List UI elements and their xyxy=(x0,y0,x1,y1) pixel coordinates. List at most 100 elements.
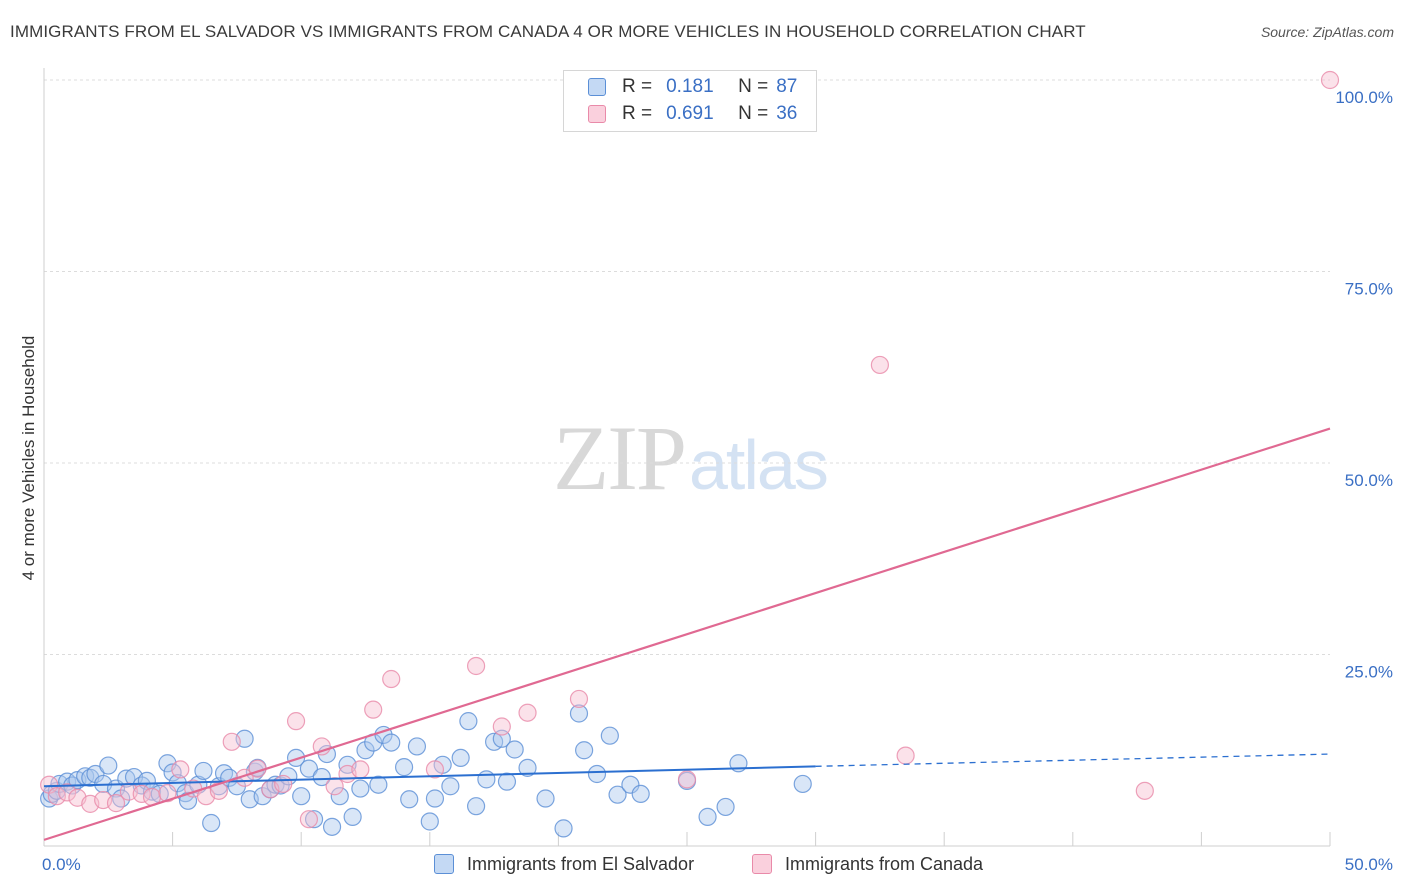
point-el-salvador-71 xyxy=(505,740,524,759)
legend-n-label: N = xyxy=(738,103,769,124)
x-tick-label-0: 0.0% xyxy=(42,855,81,874)
point-canada-26 xyxy=(364,700,383,719)
legend-r-label: R = xyxy=(622,76,653,97)
point-canada-2 xyxy=(58,783,77,802)
legend-n-value: 36 xyxy=(776,103,798,124)
point-canada-29 xyxy=(466,656,486,676)
trend-line-canada xyxy=(43,427,1331,841)
trend-line-el-salvador-extension xyxy=(815,753,1331,767)
point-el-salvador-47 xyxy=(322,817,342,836)
point-el-salvador-48 xyxy=(330,787,349,806)
source-label: Source: ZipAtlas.com xyxy=(1260,24,1394,40)
point-el-salvador-76 xyxy=(575,741,594,760)
point-el-salvador-45 xyxy=(312,767,331,787)
point-el-salvador-74 xyxy=(554,819,573,838)
legend-r-value: 0.181 xyxy=(666,76,714,97)
point-el-salvador-27 xyxy=(202,813,221,833)
point-canada-37 xyxy=(1320,70,1340,90)
bottom-legend-canada: Immigrants from Canada xyxy=(752,851,983,877)
point-canada-28 xyxy=(425,760,445,779)
legend-n-label: N = xyxy=(738,76,769,97)
point-el-salvador-51 xyxy=(351,779,370,798)
y-tick-label-25: 25.0% xyxy=(1345,663,1393,682)
point-el-salvador-54 xyxy=(369,775,388,794)
point-el-salvador-72 xyxy=(518,758,537,777)
point-canada-31 xyxy=(518,703,537,722)
point-el-salvador-70 xyxy=(497,772,517,791)
point-canada-34 xyxy=(870,355,890,375)
point-canada-27 xyxy=(382,669,401,689)
point-el-salvador-67 xyxy=(477,770,496,789)
y-tick-label-100: 100.0% xyxy=(1335,88,1393,107)
legend-r-label: R = xyxy=(622,103,653,124)
point-el-salvador-61 xyxy=(425,789,445,808)
legend-row-el-salvador: R = 0.181 N = 87 xyxy=(588,74,797,100)
point-el-salvador-75 xyxy=(569,704,589,723)
point-canada-21 xyxy=(299,810,319,829)
point-el-salvador-84 xyxy=(716,797,735,817)
trend-line-el-salvador xyxy=(43,765,816,788)
bottom-legend-label-el-salvador: Immigrants from El Salvador xyxy=(467,853,695,874)
point-el-salvador-57 xyxy=(394,758,414,777)
point-canada-23 xyxy=(325,777,344,796)
point-canada-30 xyxy=(492,717,511,736)
point-el-salvador-59 xyxy=(407,737,427,756)
point-el-salvador-80 xyxy=(621,775,640,794)
watermark-atlas: atlas xyxy=(689,426,829,504)
point-canada-33 xyxy=(677,770,697,789)
point-el-salvador-66 xyxy=(466,797,486,816)
point-el-salvador-65 xyxy=(459,712,478,731)
watermark-zip: ZIP xyxy=(553,407,687,509)
point-el-salvador-60 xyxy=(420,812,439,831)
point-el-salvador-58 xyxy=(400,790,419,809)
point-el-salvador-78 xyxy=(600,726,619,745)
point-canada-11 xyxy=(171,760,190,779)
point-canada-10 xyxy=(158,784,177,803)
point-el-salvador-43 xyxy=(299,759,319,778)
point-canada-32 xyxy=(569,689,589,709)
point-el-salvador-50 xyxy=(343,807,362,826)
legend-swatch-pink xyxy=(588,105,606,123)
point-el-salvador-83 xyxy=(698,807,717,826)
legend-swatch-blue xyxy=(588,78,606,96)
point-canada-15 xyxy=(222,732,241,751)
watermark: ZIPatlas xyxy=(553,405,829,511)
x-tick-label-50: 50.0% xyxy=(1345,855,1393,874)
point-el-salvador-77 xyxy=(587,764,607,784)
y-axis-label: 4 or more Vehicles in Household xyxy=(19,335,38,581)
legend-n-value: 87 xyxy=(776,76,798,97)
bottom-legend-label-canada: Immigrants from Canada xyxy=(785,853,984,874)
point-el-salvador-44 xyxy=(304,810,324,829)
point-canada-19 xyxy=(274,774,293,794)
point-el-salvador-73 xyxy=(536,789,555,808)
legend-row-canada: R = 0.691 N = 36 xyxy=(588,101,797,127)
point-canada-25 xyxy=(351,760,370,779)
point-canada-1 xyxy=(47,787,66,806)
point-el-salvador-79 xyxy=(608,785,627,804)
point-el-salvador-64 xyxy=(451,748,470,768)
y-tick-label-75: 75.0% xyxy=(1345,280,1393,299)
point-canada-35 xyxy=(896,746,915,765)
bottom-legend-swatch-blue xyxy=(434,854,454,874)
point-canada-6 xyxy=(106,794,126,813)
point-el-salvador-52 xyxy=(356,741,375,760)
point-el-salvador-41 xyxy=(286,748,306,768)
point-el-salvador-36 xyxy=(253,787,272,806)
point-el-salvador-81 xyxy=(631,784,650,804)
point-el-salvador-63 xyxy=(441,777,460,796)
point-el-salvador-9 xyxy=(86,764,105,784)
point-el-salvador-42 xyxy=(292,787,311,806)
point-el-salvador-26 xyxy=(194,761,213,781)
legend-r-value: 0.691 xyxy=(666,103,714,124)
point-canada-36 xyxy=(1135,781,1154,800)
point-canada-20 xyxy=(286,712,306,731)
point-canada-8 xyxy=(132,784,151,804)
y-tick-label-50: 50.0% xyxy=(1345,471,1393,490)
bottom-legend-swatch-pink xyxy=(752,854,772,874)
chart-title: IMMIGRANTS FROM EL SALVADOR VS IMMIGRANT… xyxy=(10,22,1086,41)
correlation-legend: R = 0.181 N = 87 R = 0.691 N = 36 xyxy=(563,70,817,132)
point-el-salvador-86 xyxy=(793,774,812,794)
point-el-salvador-11 xyxy=(99,756,118,775)
point-el-salvador-56 xyxy=(382,733,401,752)
